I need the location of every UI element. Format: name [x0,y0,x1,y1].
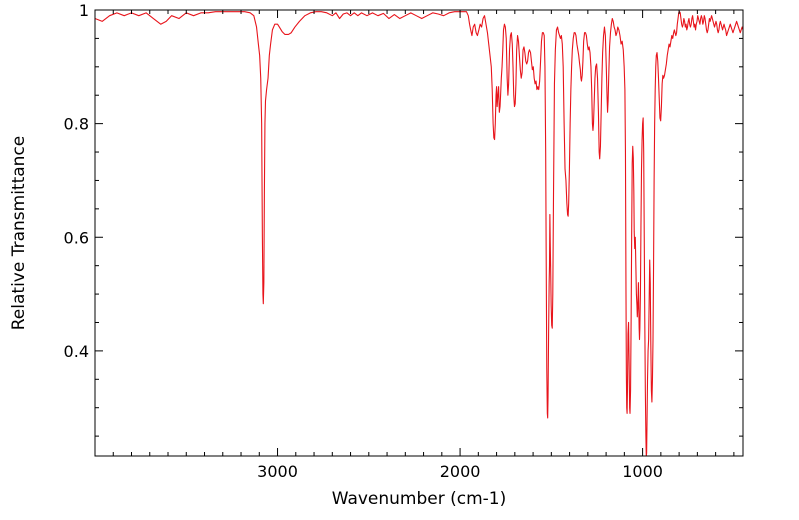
y-tick-label-1: 1 [79,1,89,20]
plot-background [95,10,743,456]
series-line-0 [94,11,744,457]
y-tick-label-0.8: 0.8 [64,115,89,134]
plot-frame [94,9,744,457]
x-axis-label: Wavenumber (cm-1) [332,489,507,509]
x-tick-label-2000: 2000 [440,462,481,481]
y-tick-label-0.4: 0.4 [64,342,89,361]
x-tick-label-1000: 1000 [622,462,663,481]
series-layer [94,11,744,457]
x-tick-label-3000: 3000 [257,462,298,481]
y-axis-label: Relative Transmittance [9,136,29,331]
y-tick-label-0.6: 0.6 [64,228,89,247]
tick-layer: 3000 2000 1000 1 0.8 0.6 0.4 [64,1,743,481]
